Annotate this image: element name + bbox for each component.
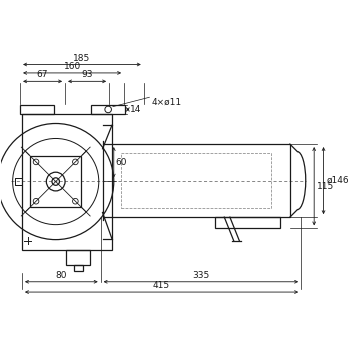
Bar (20, 105, 54, 114)
Text: 14: 14 (130, 105, 141, 114)
Text: 60: 60 (116, 158, 127, 167)
Bar (121, 153, 271, 208)
Bar (14, 178, 22, 185)
Text: 115: 115 (317, 182, 334, 191)
Bar (30, 156, 81, 207)
Text: 415: 415 (153, 281, 170, 290)
Text: 93: 93 (81, 70, 93, 79)
Bar (74, 265, 83, 272)
Text: 160: 160 (63, 62, 81, 71)
Bar (103, 144, 290, 217)
Bar (22, 114, 112, 250)
Bar (91, 105, 125, 114)
Text: 335: 335 (192, 271, 210, 280)
Text: 4×ø11: 4×ø11 (151, 97, 181, 106)
Text: 67: 67 (37, 70, 48, 79)
Bar (66, 250, 90, 265)
Text: ø146: ø146 (326, 176, 349, 185)
Bar (215, 217, 280, 229)
Text: 80: 80 (56, 271, 67, 280)
Text: 185: 185 (73, 54, 91, 63)
